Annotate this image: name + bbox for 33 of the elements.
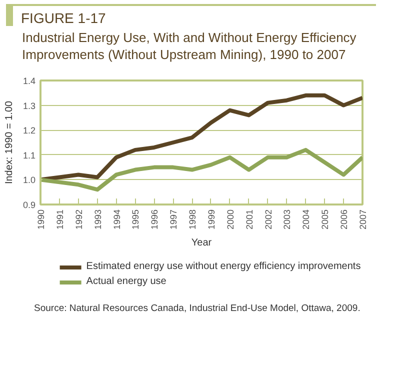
x-tick-label: 1999 [206,209,216,230]
chart-subtitle: Industrial Energy Use, With and Without Energy Efficiency Improvements (Without Upstream Mining), 1990 to 2007 [21,29,358,63]
x-tick-label: 2006 [339,209,350,230]
x-tick-label: 1992 [74,209,84,230]
x-tick-label: 1995 [130,209,141,230]
chart-title: FIGURE 1-17 [6,4,376,26]
x-tick-label: 2007 [358,209,368,230]
source-note: Source: Natural Resources Canada, Industrial End-Use Model, Ottawa, 2009. [34,303,360,314]
legend-label: Estimated energy use without energy efficiency improvements [86,261,361,272]
x-tick-label: 1996 [150,209,160,230]
x-tick-label: 2005 [320,209,330,230]
x-tick-label: 2001 [244,209,254,230]
y-tick-label: 0.9 [22,200,36,210]
x-tick-label: 1990 [36,209,46,230]
x-tick-label: 2003 [282,209,292,230]
x-tick-label: 1991 [54,209,65,230]
x-tick-label: 1998 [188,209,198,230]
y-tick-label: 1.0 [22,175,36,186]
x-axis-title: Year [191,238,212,249]
legend-label: Actual energy use [86,276,166,287]
y-tick-label: 1.4 [22,76,36,86]
y-tick-label: 1.1 [22,150,36,160]
y-tick-label: 1.3 [22,100,36,111]
x-tick-label: 1997 [168,209,179,230]
x-tick-label: 2000 [225,209,236,230]
x-tick-label: 1994 [112,209,122,230]
x-tick-label: 2004 [301,209,312,230]
y-tick-label: 1.2 [22,126,36,136]
line-series [40,93,362,182]
x-tick-label: 1993 [92,209,103,230]
y-axis-title: Index: 1990 = 1.00 [4,100,15,184]
line-series [40,148,362,192]
x-tick-label: 2002 [263,209,274,230]
